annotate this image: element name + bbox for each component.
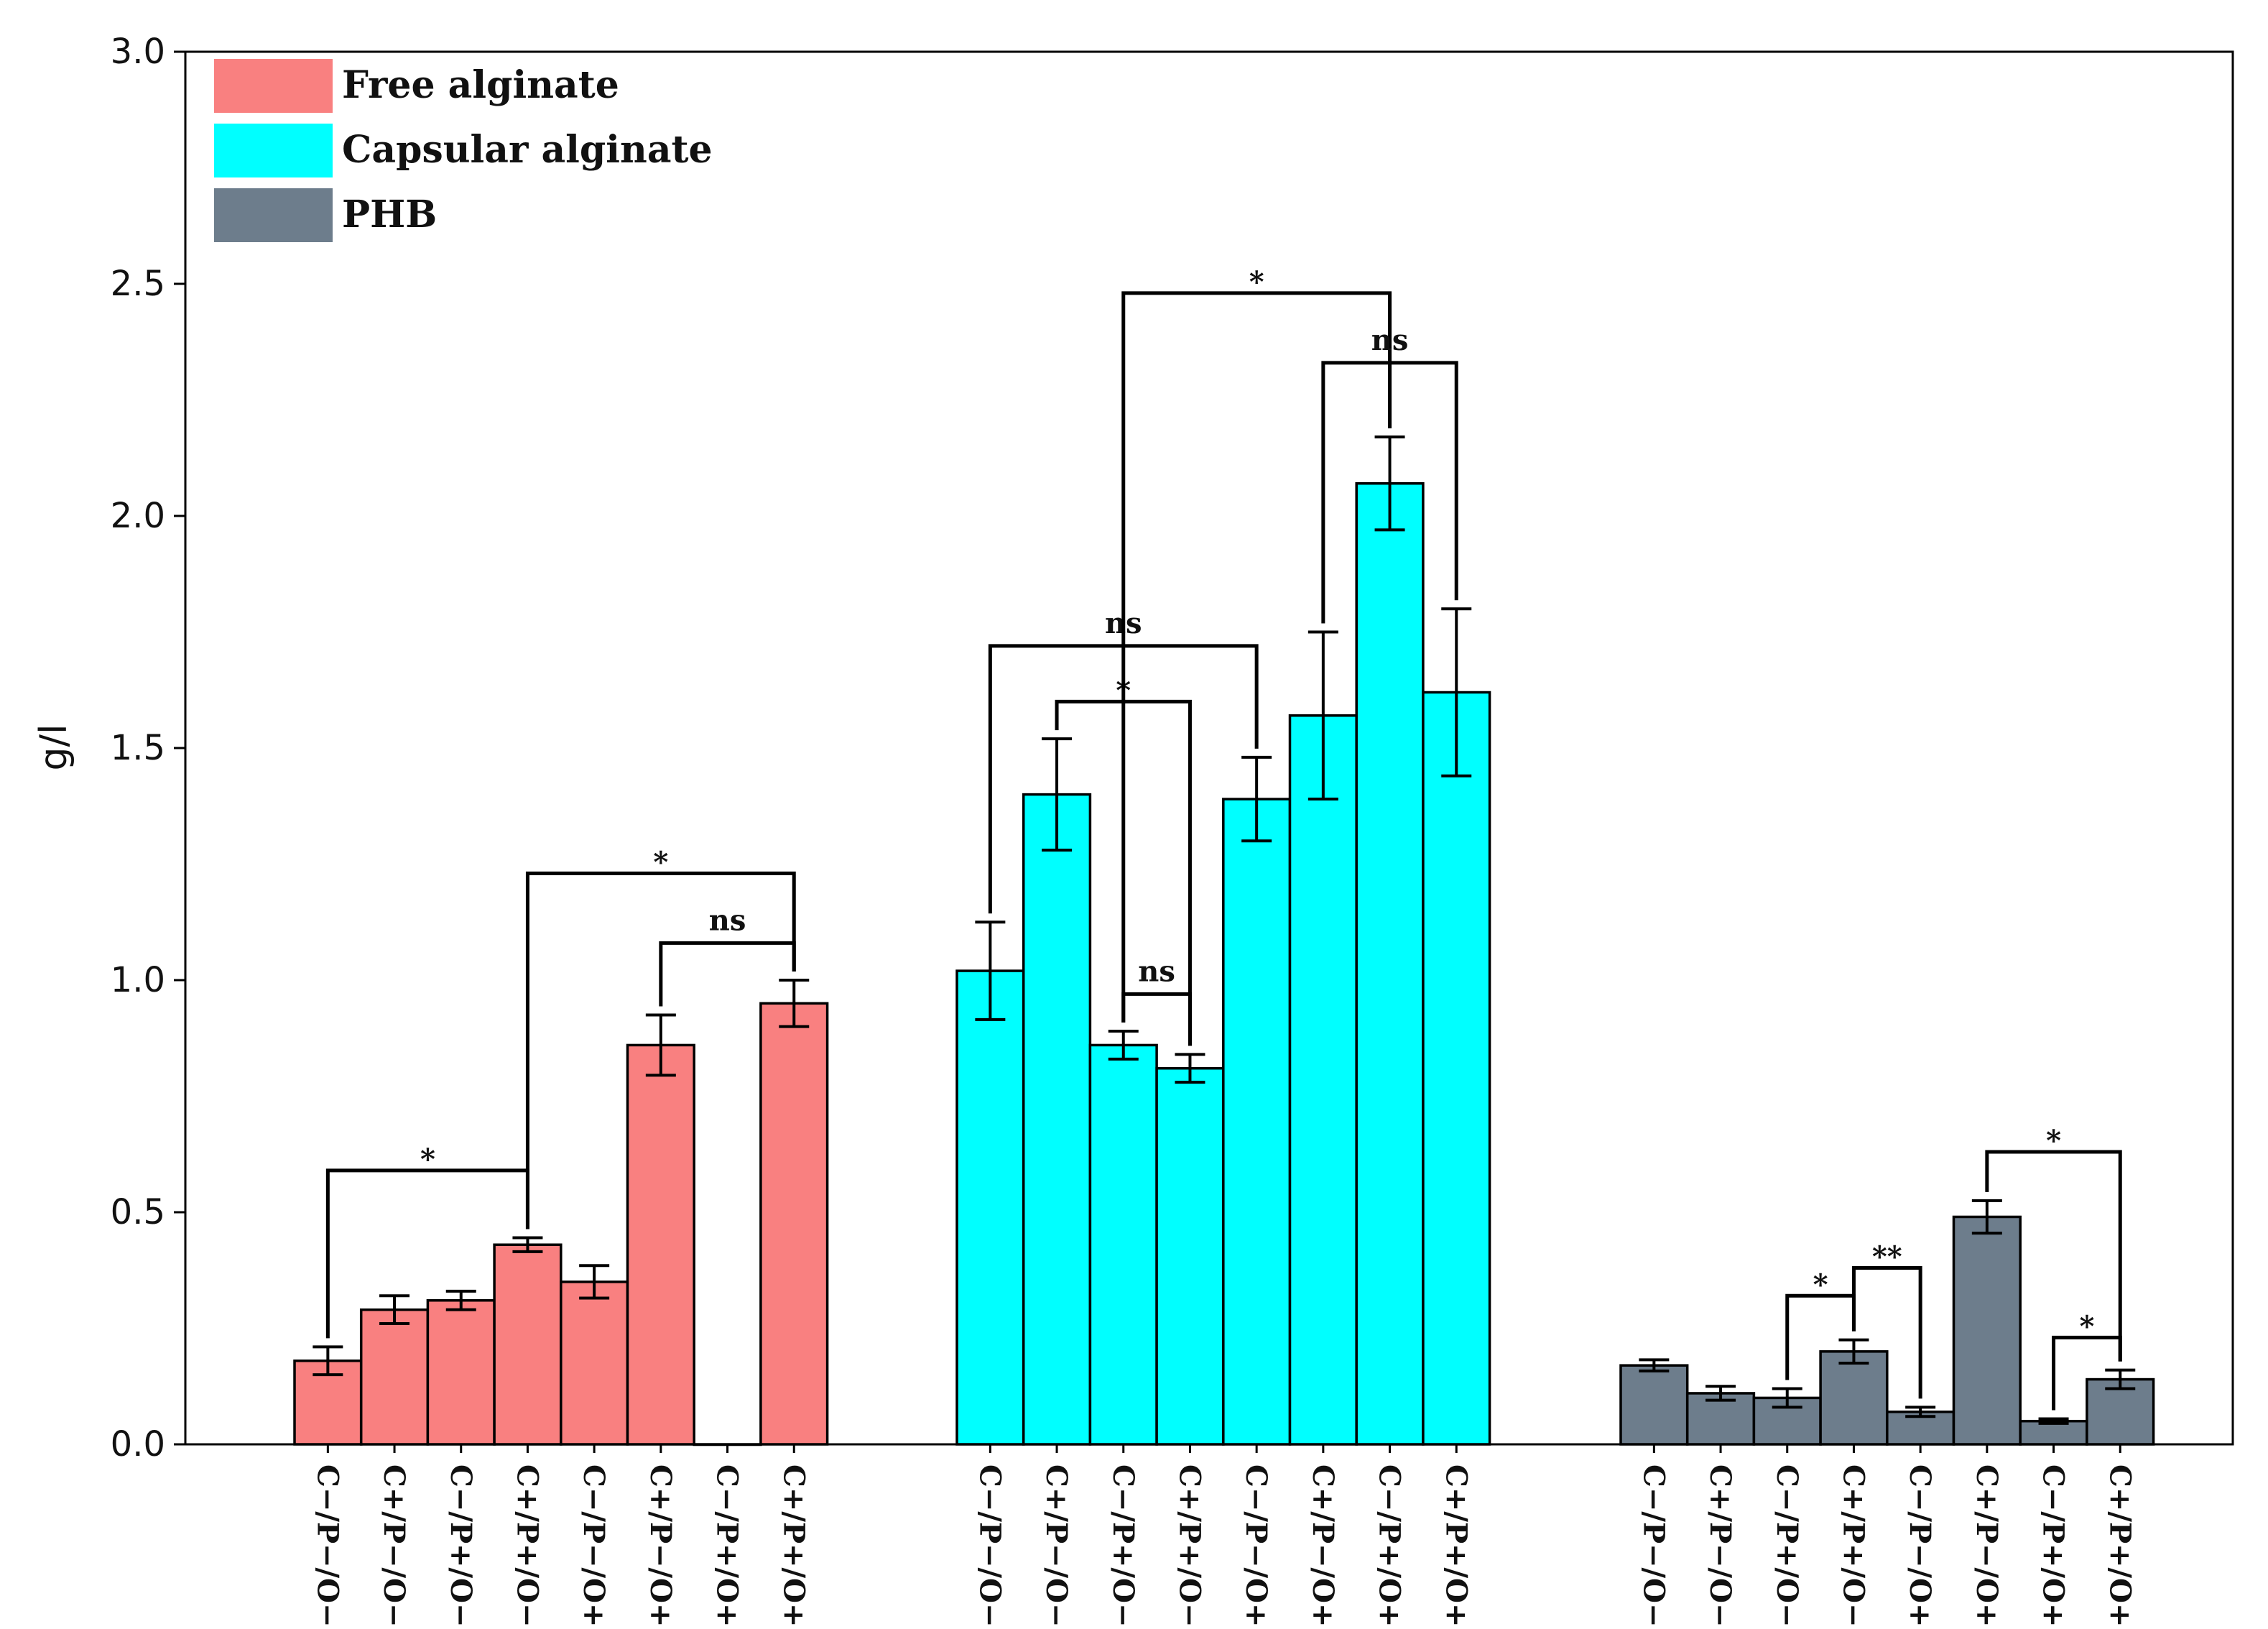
significance-bracket (525, 871, 796, 1229)
bar (359, 1308, 430, 1446)
bar (2086, 1378, 2155, 1446)
bar (1288, 714, 1358, 1446)
bar (626, 1043, 695, 1446)
significance-bracket (1985, 1150, 2122, 1362)
significance-label: ns (1371, 323, 1409, 357)
significance-bracket (1121, 992, 1192, 1046)
x-tick-label: C+/P+/O+ (2103, 1464, 2137, 1628)
x-tick-label: C−/P+/O− (1106, 1464, 1140, 1628)
legend-label: PHB (342, 193, 437, 236)
bar (1355, 482, 1425, 1446)
x-tick-label: C+/P+/O+ (777, 1464, 810, 1628)
significance-label: * (2046, 1124, 2061, 1158)
x-tick-label: C−/P+/O+ (1373, 1464, 1407, 1628)
x-tick-label: C+/P−/O+ (1306, 1464, 1340, 1628)
significance-label: * (653, 845, 668, 879)
bar (1222, 798, 1292, 1446)
x-tick-label: C−/P+/O+ (711, 1464, 744, 1628)
plot-area: 0.0 0.5 1.0 1.5 2.0 2.5 3.0 C−/P−/O− C+/P−/O− C−/… (111, 32, 2234, 1628)
bar (1422, 691, 1491, 1446)
x-tick-label: C+/P−/O− (1040, 1464, 1073, 1628)
significance-bracket (2052, 1335, 2122, 1411)
y-tick-label: 3.0 (111, 32, 165, 72)
significance-label: * (1249, 265, 1264, 299)
y-tick-label: 2.5 (111, 264, 165, 304)
legend-label: Capsular alginate (342, 128, 713, 172)
bar (493, 1243, 563, 1446)
x-tick-label: C+/P−/O− (377, 1464, 411, 1628)
significance-label: ns (709, 903, 746, 937)
x-tick-label: C+/P+/O− (510, 1464, 544, 1628)
legend-label: Free alginate (342, 63, 619, 107)
legend-swatch (214, 124, 333, 177)
x-tick-label: C−/P−/O− (973, 1464, 1006, 1628)
significance-bracket (1121, 291, 1392, 1023)
x-tick-label: C−/P−/O− (310, 1464, 344, 1628)
significance-label: ns (1138, 954, 1175, 988)
significance-label: * (1813, 1268, 1828, 1301)
bar (426, 1298, 496, 1446)
x-tick-label: C+/P−/O+ (1970, 1464, 2004, 1628)
bar (1088, 1043, 1158, 1446)
x-tick-label: C−/P−/O+ (1903, 1464, 1937, 1628)
x-tick-label: C+/P+/O− (1172, 1464, 1206, 1628)
x-tick-label: C+/P−/O− (1703, 1464, 1737, 1628)
significance-bracket (1851, 1266, 1922, 1399)
bar (560, 1280, 629, 1446)
y-tick-label: 1.5 (111, 728, 165, 768)
x-tick-label: C−/P+/O− (444, 1464, 478, 1628)
x-tick-label: C+/P+/O+ (1439, 1464, 1473, 1628)
x-tick-label: C−/P+/O− (1770, 1464, 1804, 1628)
bar (1619, 1364, 1689, 1446)
bar (955, 969, 1025, 1446)
y-axis-label: g/l (32, 724, 75, 771)
y-tick-label: 2.0 (111, 496, 165, 536)
significance-label: ** (1872, 1240, 1902, 1274)
significance-label: * (420, 1143, 435, 1176)
x-tick-label: C−/P−/O+ (1239, 1464, 1273, 1628)
bar (1022, 793, 1092, 1446)
legend-swatch (214, 59, 333, 113)
x-tick-label: C−/P−/O− (1637, 1464, 1670, 1628)
x-tick-label: C+/P−/O+ (644, 1464, 677, 1628)
bar (1819, 1350, 1889, 1446)
x-tick-label: C−/P+/O+ (2037, 1464, 2070, 1628)
bar (1952, 1215, 2022, 1446)
legend-swatch (214, 188, 333, 242)
bar (1155, 1066, 1225, 1446)
x-tick-label: C+/P+/O− (1836, 1464, 1870, 1628)
y-tick-label: 1.0 (111, 960, 165, 1000)
bar (759, 1002, 829, 1446)
y-tick-label: 0.5 (111, 1192, 165, 1232)
y-tick-label: 0.0 (111, 1424, 165, 1464)
significance-label: * (2079, 1309, 2094, 1343)
significance-bracket (1321, 361, 1458, 624)
significance-bracket (659, 941, 796, 1007)
x-tick-label: C−/P−/O+ (577, 1464, 611, 1628)
